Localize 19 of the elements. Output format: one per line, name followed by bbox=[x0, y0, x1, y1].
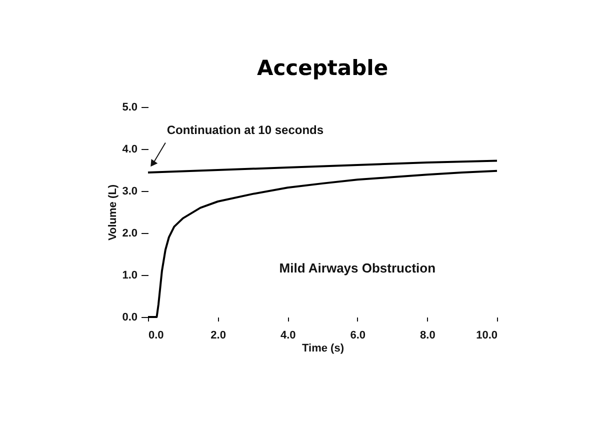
x-axis-title: Time (s) bbox=[302, 342, 344, 354]
y-tick-label: 3.0 bbox=[122, 186, 138, 198]
x-tick-label: 4.0 bbox=[280, 330, 296, 342]
annotation: Continuation at 10 seconds bbox=[166, 123, 324, 138]
chart-title: Acceptable bbox=[256, 56, 388, 80]
y-tick-label: 0.0 bbox=[122, 312, 138, 324]
line-series bbox=[147, 160, 498, 174]
x-tick-label: 10.0 bbox=[476, 330, 498, 342]
x-tick-label: 0.0 bbox=[148, 330, 164, 342]
y-tick-label: 2.0 bbox=[122, 228, 138, 240]
y-tick-label: 5.0 bbox=[122, 102, 138, 114]
x-tick-label: 8.0 bbox=[420, 330, 436, 342]
y-tick-label: 4.0 bbox=[122, 144, 138, 156]
annotation: Mild Airways Obstruction bbox=[279, 260, 436, 276]
x-tick-label: 2.0 bbox=[210, 330, 226, 342]
line-series bbox=[147, 170, 498, 318]
y-axis-title: Volume (L) bbox=[107, 184, 120, 241]
x-tick-label: 6.0 bbox=[350, 330, 366, 342]
y-tick-label: 1.0 bbox=[122, 270, 138, 282]
